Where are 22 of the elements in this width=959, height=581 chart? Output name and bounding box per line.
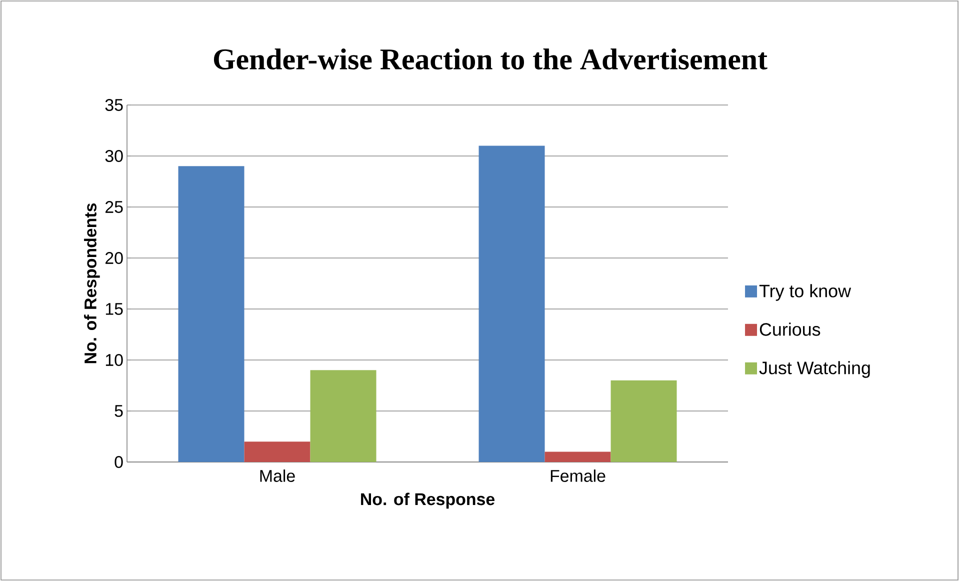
bar xyxy=(178,166,244,462)
bar xyxy=(244,442,310,462)
y-tick-label: 10 xyxy=(106,354,123,366)
y-tick-label: 15 xyxy=(106,303,123,315)
x-tick-label: Female xyxy=(550,470,606,482)
y-tick-label: 0 xyxy=(114,456,123,468)
bar xyxy=(544,452,611,462)
y-tick-label: 30 xyxy=(105,150,123,162)
bar xyxy=(310,370,376,462)
legend-label: Try to know xyxy=(759,284,852,301)
x-tick-label: Male xyxy=(260,470,295,482)
bar xyxy=(478,146,545,462)
chart-title: Gender-wise Reaction to the Advertisement xyxy=(214,48,768,70)
x-axis-title: No. of Response xyxy=(361,492,495,509)
y-axis-title: No. of Respondents xyxy=(84,203,100,364)
legend-label: Just Watching xyxy=(759,361,870,378)
y-tick-label: 25 xyxy=(106,200,123,213)
bar xyxy=(610,380,677,462)
legend-label: Curious xyxy=(760,322,820,336)
y-tick-label: 35 xyxy=(105,98,123,111)
y-tick-label: 20 xyxy=(106,252,123,264)
y-tick-label: 5 xyxy=(114,405,123,417)
